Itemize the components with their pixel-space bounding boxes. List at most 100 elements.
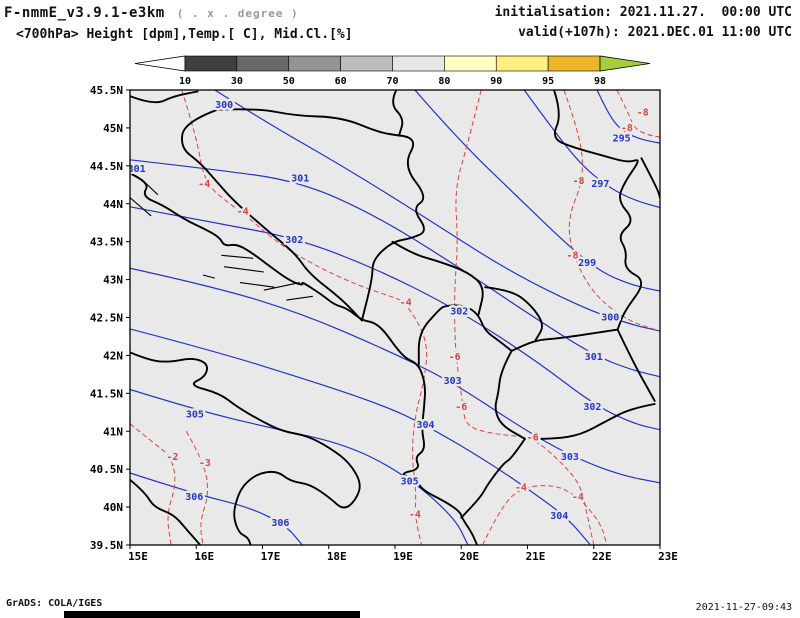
colorbar-segment <box>340 55 393 72</box>
colorbar-tick-label: 60 <box>335 76 347 87</box>
height-contour-301 <box>130 159 660 378</box>
height-contour-label: 302 <box>285 235 303 246</box>
chart-header: F-nmmE_v3.9.1-e3km ( . x . degree ) <box>4 5 299 21</box>
country-border <box>216 108 400 137</box>
country-border <box>523 403 656 440</box>
country-border <box>360 134 425 322</box>
height-contour-label: 299 <box>578 258 596 269</box>
height-contour-305 <box>130 388 469 545</box>
lon-label: 18E <box>327 550 347 563</box>
island <box>130 197 152 217</box>
colorbar-tick-label: 95 <box>542 76 554 87</box>
temp-contour--6 <box>454 90 595 545</box>
temp-contour-label: -6 <box>449 352 461 363</box>
lat-label: 40.5N <box>90 463 123 476</box>
height-contour-label: 301 <box>585 352 603 363</box>
height-contour-label: 302 <box>450 306 468 317</box>
lat-label: 43N <box>103 274 123 287</box>
temp-contour-label: -8 <box>566 250 578 261</box>
lon-label: 20E <box>459 550 479 563</box>
initialisation-time: initialisation: 2021.11.27. 00:00 UTC <box>494 5 792 20</box>
height-contour-label: 295 <box>613 134 631 145</box>
lon-label: 22E <box>592 550 612 563</box>
temp-contour--4 <box>181 90 428 545</box>
colorbar-segment <box>288 55 341 72</box>
colorbar: 10 30 50 60 70 80 90 95 98 <box>134 55 651 87</box>
lat-label: 43.5N <box>90 236 123 249</box>
height-contour-295 <box>596 90 660 144</box>
coastline <box>130 172 479 545</box>
lon-label: 21E <box>526 550 546 563</box>
temp-contour-label: -6 <box>455 402 467 413</box>
colorbar-tick-label: 30 <box>231 76 243 87</box>
height-contour-label: 301 <box>128 164 146 175</box>
height-contour-label: 305 <box>186 410 204 421</box>
colorbar-segment <box>236 55 290 72</box>
country-border <box>181 108 363 322</box>
temp-contour-label: -4 <box>400 297 412 308</box>
temp-contour-label: -2 <box>166 452 178 463</box>
country-border <box>460 437 526 519</box>
height-contour-label: 305 <box>401 476 419 487</box>
island <box>224 266 264 273</box>
height-contour-label: 300 <box>215 100 233 111</box>
temp-contour-label: -4 <box>237 206 249 217</box>
island <box>286 295 313 301</box>
map-background <box>130 90 660 545</box>
height-contour-label: 304 <box>550 511 568 522</box>
temp-contour-label: -3 <box>199 458 211 469</box>
height-contour-label: 306 <box>185 492 203 503</box>
lat-label: 45N <box>103 122 123 135</box>
coastline <box>130 478 202 545</box>
height-contour-304 <box>130 328 591 545</box>
country-border <box>417 304 513 366</box>
temp-contour-label: -4 <box>515 482 527 493</box>
island <box>202 274 215 279</box>
grid-degree-note: ( . x . degree ) <box>176 7 299 20</box>
temp-contour-label: -4 <box>198 179 210 190</box>
island <box>263 282 300 291</box>
temp-contour-label: -6 <box>527 432 539 443</box>
creation-timestamp: 2021-11-27-09:43 <box>695 602 792 613</box>
colorbar-segment <box>495 55 549 72</box>
temp-contour-label: -8 <box>621 123 633 134</box>
colorbar-tick-label: 80 <box>438 76 450 87</box>
map-layers: 295 297 299 300 300 301 301 301 302 302 302 303 303 3… <box>128 90 660 545</box>
field-title: <700hPa> Height [dpm],Temp.[ C], Mid.Cl.… <box>16 27 353 42</box>
height-contour-302 <box>130 206 660 431</box>
colorbar-tick-label: 10 <box>179 76 191 87</box>
lon-label: 16E <box>194 550 214 563</box>
colorbar-tick-label: 90 <box>490 76 502 87</box>
country-border <box>494 349 526 440</box>
height-contour-label: 297 <box>591 179 609 190</box>
colorbar-tick-label: 98 <box>594 76 606 87</box>
lon-label: 19E <box>393 550 413 563</box>
bottom-bar <box>64 611 360 618</box>
lat-label: 44.5N <box>90 160 123 173</box>
temp-contour--3 <box>185 431 209 545</box>
colorbar-tick-label: 70 <box>386 76 398 87</box>
colorbar-tick-label: 50 <box>283 76 295 87</box>
colorbar-segment <box>444 55 497 72</box>
height-contour-label: 302 <box>583 402 601 413</box>
height-contour-label: 301 <box>291 174 309 185</box>
colorbar-segment <box>392 55 445 72</box>
lat-label: 45.5N <box>90 84 123 97</box>
temp-contour--2 <box>130 423 176 545</box>
lon-label: 15E <box>128 550 148 563</box>
country-border <box>616 328 656 402</box>
lat-label: 44N <box>103 198 123 211</box>
lat-label: 42.5N <box>90 312 123 325</box>
lat-label: 40N <box>103 501 123 514</box>
country-border <box>553 90 643 331</box>
island <box>221 254 254 259</box>
model-title: F-nmmE_v3.9.1-e3km <box>4 5 165 21</box>
country-border <box>391 240 484 316</box>
colorbar-segment <box>547 55 601 72</box>
height-contour-306 <box>130 472 303 545</box>
valid-time: valid(+107h): 2021.DEC.01 11:00 UTC <box>518 25 792 40</box>
temp-contour-label: -4 <box>409 510 421 521</box>
country-border <box>510 328 619 352</box>
country-border <box>130 90 199 104</box>
